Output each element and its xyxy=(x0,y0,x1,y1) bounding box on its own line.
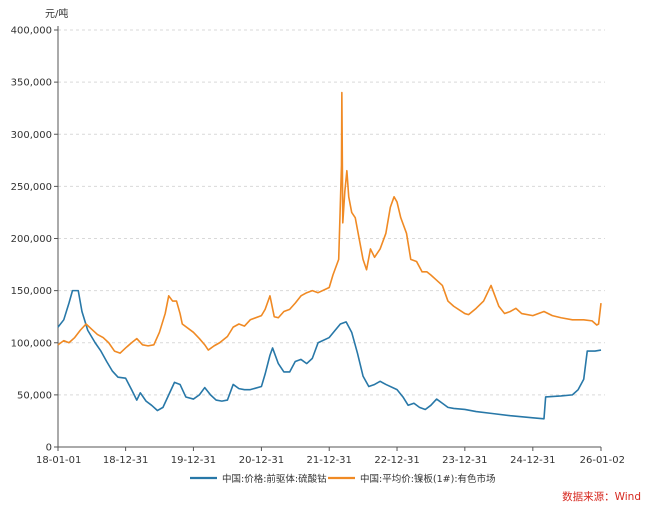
grid-lines xyxy=(58,29,605,396)
x-tick-label: 18-01-01 xyxy=(36,455,81,466)
axes: 0 50,000 100,000 150,000 200,000 250,000 300,0… xyxy=(11,26,625,467)
y-tick-label: 350,000 xyxy=(11,78,52,89)
x-tick-label: 24-12-31 xyxy=(510,455,555,466)
legend-label-series-1: 中国:平均价:镍板(1#):有色市场 xyxy=(360,473,496,485)
x-tick-label: 21-12-31 xyxy=(307,455,352,466)
x-tick-label: 26-01-02 xyxy=(580,455,625,466)
series-lines xyxy=(57,91,602,420)
x-tick-label: 19-12-31 xyxy=(171,455,216,466)
source-note: 数据来源：Wind xyxy=(562,490,641,503)
x-tick-label: 18-12-31 xyxy=(103,455,148,466)
legend-label-series-0: 中国:价格:前驱体:硫酸钴 xyxy=(222,473,327,485)
y-tick-label: 300,000 xyxy=(11,130,52,141)
y-tick-label: 50,000 xyxy=(17,390,52,401)
x-tick-label: 23-12-31 xyxy=(442,455,487,466)
y-unit-label: 元/吨 xyxy=(45,7,68,20)
y-tick-label: 200,000 xyxy=(11,234,52,245)
series-line-1 xyxy=(57,91,602,354)
y-tick-label: 150,000 xyxy=(11,286,52,297)
y-tick-label: 0 xyxy=(46,443,52,454)
x-tick-label: 20-12-31 xyxy=(239,455,284,466)
y-tick-label: 400,000 xyxy=(11,26,52,37)
series-line-0 xyxy=(57,289,602,420)
y-tick-label: 250,000 xyxy=(11,182,52,193)
x-tick-label: 22-12-31 xyxy=(374,455,419,466)
y-tick-label: 100,000 xyxy=(11,338,52,349)
legend: 中国:价格:前驱体:硫酸钴 中国:平均价:镍板(1#):有色市场 xyxy=(190,473,496,485)
